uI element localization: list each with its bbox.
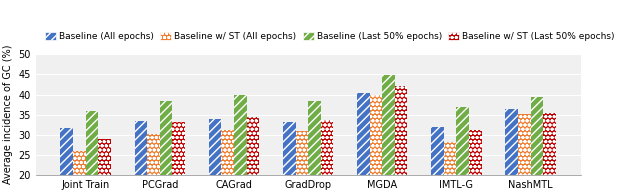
Bar bbox=[456, 107, 469, 175]
Bar bbox=[221, 130, 234, 175]
Bar bbox=[531, 96, 543, 175]
Bar bbox=[444, 142, 456, 175]
Bar bbox=[308, 101, 321, 175]
Bar bbox=[296, 131, 308, 175]
Bar bbox=[160, 101, 172, 175]
Bar bbox=[382, 75, 395, 175]
Bar bbox=[147, 134, 160, 175]
Bar bbox=[86, 111, 99, 175]
Bar bbox=[395, 86, 408, 175]
Bar bbox=[543, 113, 556, 175]
Bar bbox=[234, 95, 246, 175]
Bar bbox=[296, 131, 308, 175]
Bar bbox=[134, 121, 147, 175]
Bar bbox=[370, 95, 382, 175]
Bar bbox=[506, 109, 518, 175]
Bar bbox=[209, 119, 221, 175]
Bar bbox=[469, 130, 482, 175]
Bar bbox=[99, 139, 111, 175]
Bar bbox=[60, 128, 73, 175]
Bar bbox=[86, 111, 99, 175]
Bar bbox=[160, 101, 172, 175]
Bar bbox=[370, 95, 382, 175]
Bar bbox=[543, 113, 556, 175]
Bar bbox=[221, 130, 234, 175]
Bar bbox=[246, 117, 259, 175]
Bar bbox=[172, 122, 185, 175]
Bar bbox=[518, 113, 531, 175]
Bar bbox=[531, 96, 543, 175]
Bar bbox=[444, 142, 456, 175]
Bar bbox=[283, 122, 296, 175]
Bar bbox=[73, 151, 86, 175]
Bar bbox=[357, 92, 370, 175]
Y-axis label: Average incidence of GC (%): Average incidence of GC (%) bbox=[3, 45, 13, 185]
Bar bbox=[209, 119, 221, 175]
Bar bbox=[99, 139, 111, 175]
Bar bbox=[469, 130, 482, 175]
Bar bbox=[456, 107, 469, 175]
Bar bbox=[382, 75, 395, 175]
Bar bbox=[283, 122, 296, 175]
Bar bbox=[308, 101, 321, 175]
Bar bbox=[518, 113, 531, 175]
Bar bbox=[431, 127, 444, 175]
Bar bbox=[321, 120, 333, 175]
Bar bbox=[134, 121, 147, 175]
Bar bbox=[234, 95, 246, 175]
Bar bbox=[395, 86, 408, 175]
Bar bbox=[73, 151, 86, 175]
Legend: Baseline (All epochs), Baseline w/ ST (All epochs), Baseline (Last 50% epochs), : Baseline (All epochs), Baseline w/ ST (A… bbox=[45, 32, 615, 41]
Bar bbox=[60, 128, 73, 175]
Bar bbox=[431, 127, 444, 175]
Bar bbox=[246, 117, 259, 175]
Bar bbox=[321, 120, 333, 175]
Bar bbox=[506, 109, 518, 175]
Bar bbox=[357, 92, 370, 175]
Bar bbox=[172, 122, 185, 175]
Bar bbox=[147, 134, 160, 175]
